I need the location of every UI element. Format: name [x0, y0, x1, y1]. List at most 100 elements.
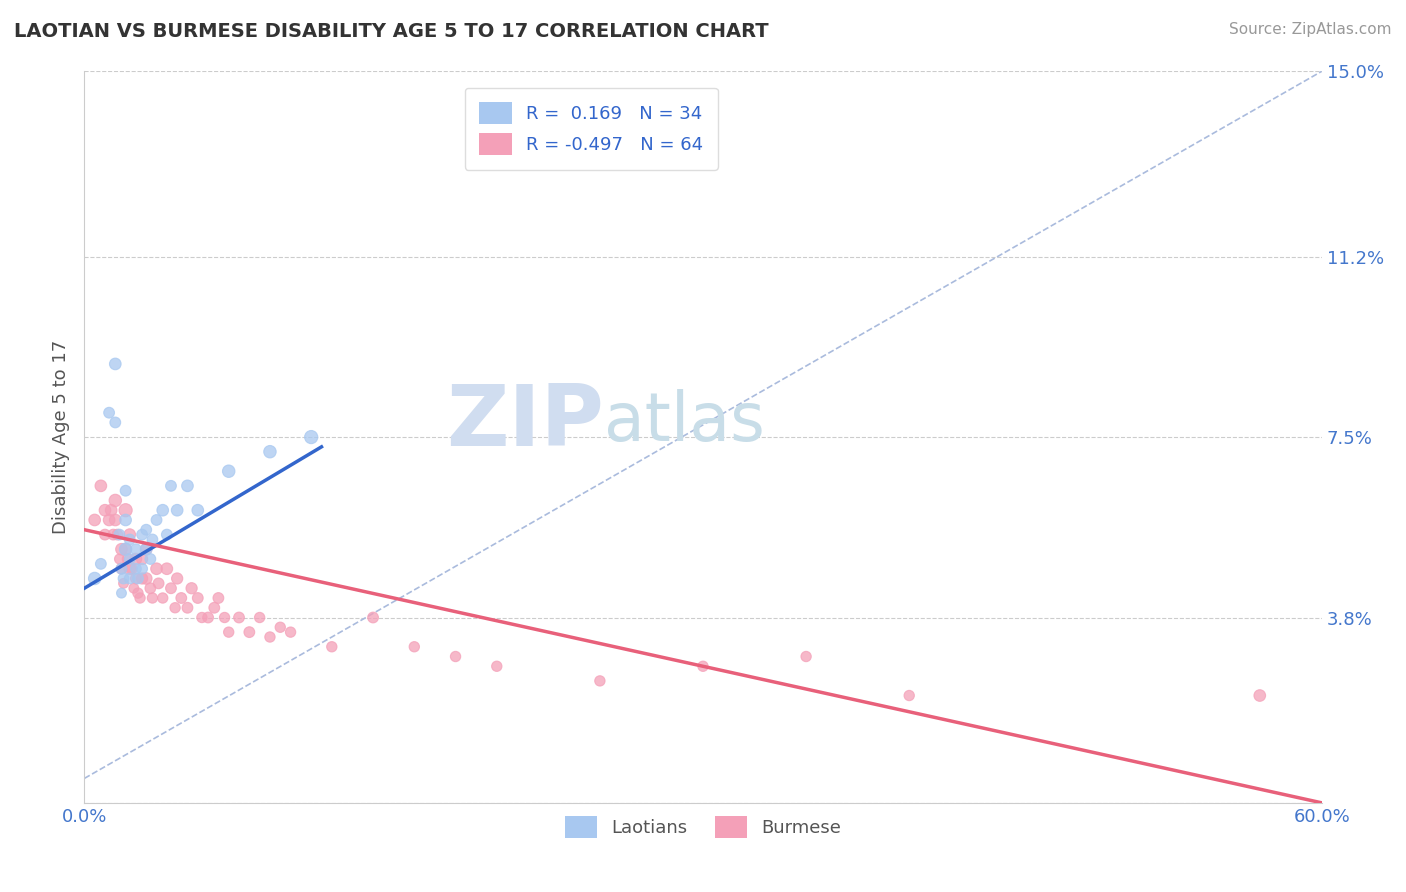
Point [135, 523, 157, 537]
Point [118, 572, 141, 586]
Point [100, 503, 122, 517]
Legend: Laotians, Burmese: Laotians, Burmese [557, 808, 849, 845]
Point [129, 591, 152, 605]
Point [127, 572, 149, 586]
Point [131, 527, 153, 541]
Point [118, 552, 141, 566]
Point [485, 659, 508, 673]
Point [191, 610, 214, 624]
Point [218, 464, 240, 478]
Point [98, 513, 121, 527]
Point [112, 572, 135, 586]
Text: ZIP: ZIP [446, 381, 605, 464]
Point [131, 572, 153, 586]
Point [125, 542, 148, 557]
Point [125, 562, 148, 576]
Point [135, 542, 157, 557]
Text: atlas: atlas [605, 390, 765, 456]
Point [125, 552, 148, 566]
Point [207, 591, 229, 605]
Point [131, 562, 153, 576]
Point [152, 591, 174, 605]
Point [104, 357, 127, 371]
Point [121, 562, 143, 576]
Point [299, 430, 322, 444]
Point [280, 625, 302, 640]
Point [125, 572, 148, 586]
Point [110, 562, 132, 576]
Point [98, 406, 121, 420]
Point [135, 572, 157, 586]
Point [118, 527, 141, 541]
Point [110, 586, 132, 600]
Point [218, 625, 240, 640]
Point [156, 527, 179, 541]
Point [83, 513, 105, 527]
Point [249, 610, 271, 624]
Point [139, 552, 162, 566]
Point [141, 533, 163, 547]
Point [187, 503, 209, 517]
Point [114, 542, 136, 557]
Point [117, 552, 139, 566]
Point [110, 542, 132, 557]
Point [197, 610, 219, 624]
Point [114, 503, 136, 517]
Point [141, 591, 163, 605]
Point [160, 581, 183, 595]
Y-axis label: Disability Age 5 to 17: Disability Age 5 to 17 [52, 340, 70, 534]
Point [145, 562, 167, 576]
Point [90, 557, 112, 571]
Point [269, 620, 291, 634]
Point [112, 576, 135, 591]
Point [148, 576, 170, 591]
Point [259, 630, 281, 644]
Point [898, 689, 921, 703]
Point [404, 640, 426, 654]
Point [321, 640, 343, 654]
Point [202, 600, 225, 615]
Point [170, 591, 193, 605]
Point [105, 527, 128, 541]
Point [114, 513, 136, 527]
Point [94, 527, 117, 541]
Point [589, 673, 612, 688]
Point [114, 542, 136, 557]
Point [228, 610, 250, 624]
Point [166, 503, 188, 517]
Point [131, 552, 153, 566]
Point [108, 552, 131, 566]
Point [176, 479, 198, 493]
Point [176, 600, 198, 615]
Point [214, 610, 236, 624]
Point [104, 513, 127, 527]
Point [444, 649, 467, 664]
Point [152, 503, 174, 517]
Point [187, 591, 209, 605]
Point [794, 649, 817, 664]
Point [259, 444, 281, 458]
Point [1249, 689, 1271, 703]
Point [238, 625, 260, 640]
Point [145, 513, 167, 527]
Point [139, 581, 162, 595]
Point [118, 533, 141, 547]
Point [122, 581, 145, 595]
Point [692, 659, 714, 673]
Point [114, 483, 136, 498]
Point [83, 572, 105, 586]
Point [104, 493, 127, 508]
Point [180, 581, 202, 595]
Text: Source: ZipAtlas.com: Source: ZipAtlas.com [1229, 22, 1392, 37]
Point [127, 586, 149, 600]
Point [94, 503, 117, 517]
Point [104, 416, 127, 430]
Point [110, 562, 132, 576]
Text: LAOTIAN VS BURMESE DISABILITY AGE 5 TO 17 CORRELATION CHART: LAOTIAN VS BURMESE DISABILITY AGE 5 TO 1… [14, 22, 769, 41]
Point [361, 610, 384, 624]
Point [166, 572, 188, 586]
Point [156, 562, 179, 576]
Point [118, 562, 141, 576]
Point [108, 527, 131, 541]
Point [160, 479, 183, 493]
